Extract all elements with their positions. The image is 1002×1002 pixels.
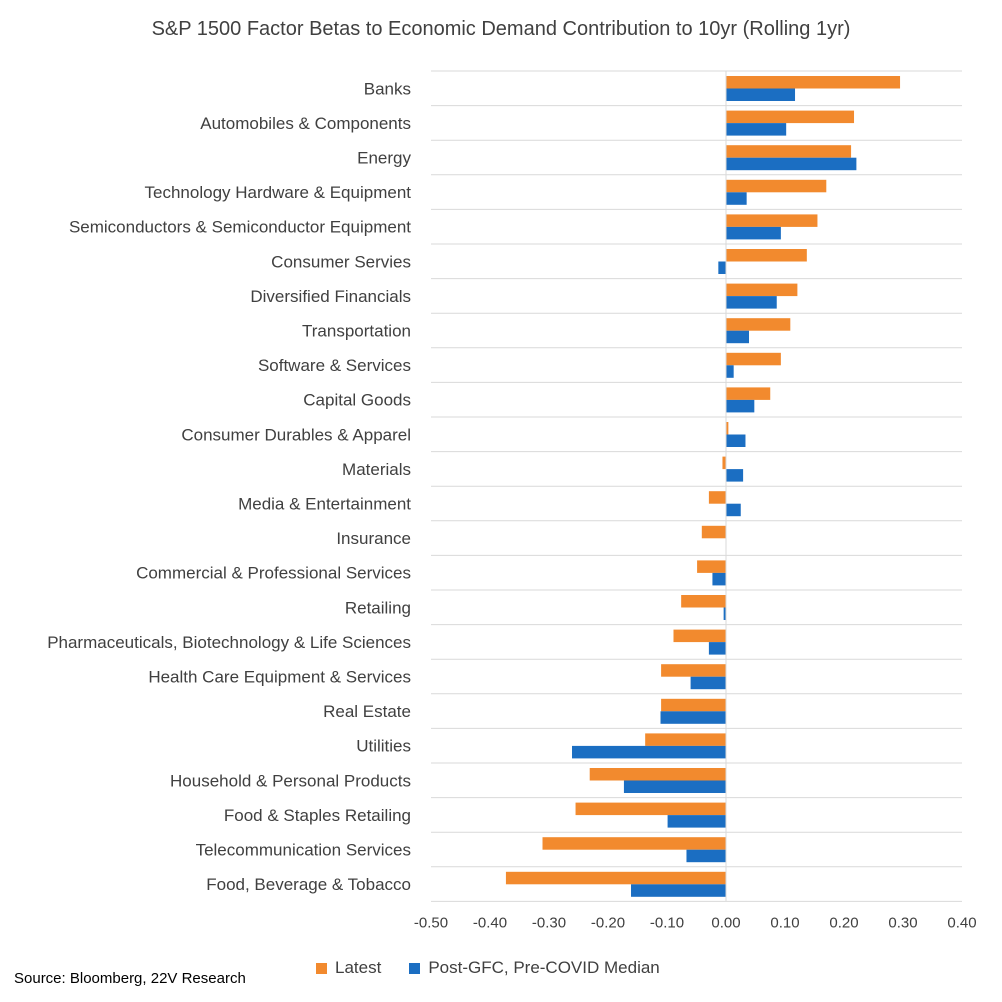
bar-latest-1 — [726, 110, 855, 124]
category-label: Software & Services — [258, 356, 411, 375]
bar-latest-7 — [726, 318, 791, 331]
bar-latest-20 — [589, 768, 726, 781]
legend-swatch-median — [409, 962, 421, 974]
bar-latest-6 — [726, 283, 798, 297]
bar-median-6 — [726, 296, 777, 309]
bar-median-4 — [726, 226, 781, 240]
bar-median-11 — [726, 469, 744, 482]
x-tick-label: 0.40 — [947, 914, 976, 931]
category-label: Energy — [357, 149, 411, 168]
legend-item-latest: Latest — [316, 958, 381, 978]
category-label: Consumer Durables & Apparel — [181, 425, 411, 444]
category-label: Consumer Servies — [271, 252, 411, 271]
category-label: Automobiles & Components — [200, 114, 411, 133]
bar-median-19 — [572, 745, 726, 759]
bar-median-9 — [726, 399, 755, 413]
bar-median-12 — [726, 503, 741, 517]
bar-median-1 — [726, 123, 787, 136]
legend-label-latest: Latest — [335, 958, 382, 977]
bar-latest-0 — [726, 76, 901, 89]
category-label: Retailing — [345, 598, 411, 617]
category-label: Capital Goods — [303, 391, 411, 410]
bar-median-14 — [712, 572, 726, 586]
category-label: Media & Entertainment — [238, 495, 411, 514]
category-label: Semiconductors & Semiconductor Equipment — [69, 218, 411, 237]
x-tick-label: -0.30 — [532, 914, 566, 931]
bar-latest-22 — [542, 837, 726, 850]
category-label: Materials — [342, 460, 411, 479]
bar-latest-17 — [661, 664, 726, 677]
x-tick-label: 0.00 — [711, 914, 740, 931]
x-tick-label: 0.10 — [770, 914, 799, 931]
category-label: Real Estate — [323, 702, 411, 721]
bar-median-16 — [708, 642, 726, 655]
bar-latest-2 — [726, 145, 852, 158]
bar-latest-9 — [726, 387, 771, 400]
bar-median-7 — [726, 330, 750, 344]
bar-latest-10 — [726, 422, 729, 435]
category-label: Household & Personal Products — [170, 771, 411, 790]
bar-latest-23 — [505, 871, 726, 885]
bar-median-20 — [623, 780, 726, 793]
bar-latest-18 — [661, 698, 726, 712]
legend: Latest Post-GFC, Pre-COVID Median — [316, 958, 688, 978]
category-label: Utilities — [356, 737, 411, 756]
bar-latest-13 — [701, 525, 726, 539]
legend-swatch-latest — [316, 962, 327, 974]
source-note: Source: Bloomberg, 22V Research — [14, 970, 246, 987]
bar-median-10 — [726, 434, 746, 447]
category-label: Technology Hardware & Equipment — [145, 183, 412, 202]
bar-latest-8 — [726, 352, 781, 366]
bar-latest-4 — [726, 214, 818, 227]
category-label: Telecommunication Services — [196, 841, 411, 860]
category-label: Transportation — [302, 322, 411, 341]
bar-median-8 — [726, 365, 734, 378]
bar-latest-19 — [645, 733, 726, 746]
x-tick-label: 0.30 — [888, 914, 917, 931]
bar-latest-11 — [722, 456, 726, 470]
bar-median-15 — [723, 607, 726, 620]
bar-median-2 — [726, 157, 857, 171]
x-tick-label: -0.10 — [650, 914, 684, 931]
bar-median-5 — [718, 261, 726, 274]
chart-title: S&P 1500 Factor Betas to Economic Demand… — [151, 18, 851, 40]
category-label: Food, Beverage & Tobacco — [206, 875, 411, 894]
bar-latest-16 — [673, 629, 726, 643]
x-tick-labels: -0.50 -0.40 -0.30 -0.20 -0.10 0.00 0.10 0.20 0.3… — [414, 914, 977, 931]
bars — [505, 76, 901, 897]
category-label: Diversified Financials — [250, 287, 411, 306]
category-label: Commercial & Professional Services — [136, 564, 411, 583]
bar-median-3 — [726, 192, 747, 205]
category-label: Food & Staples Retailing — [224, 806, 411, 825]
x-tick-label: -0.50 — [414, 914, 448, 931]
category-label: Pharmaceuticals, Biotechnology & Life Sc… — [47, 633, 411, 652]
gridlines — [431, 70, 962, 902]
bar-latest-14 — [697, 560, 726, 573]
bar-latest-5 — [726, 249, 807, 262]
bar-median-0 — [726, 88, 796, 101]
legend-label-median: Post-GFC, Pre-COVID Median — [428, 958, 660, 977]
bar-latest-3 — [726, 179, 827, 193]
bar-latest-15 — [681, 595, 726, 608]
bar-median-18 — [660, 711, 726, 724]
category-label: Banks — [364, 79, 411, 98]
category-labels: Banks Automobiles & Components Energy Techn… — [47, 79, 411, 894]
legend-item-median: Post-GFC, Pre-COVID Median — [409, 958, 660, 978]
x-tick-label: 0.20 — [829, 914, 858, 931]
category-label: Insurance — [336, 529, 411, 548]
x-tick-label: -0.20 — [591, 914, 625, 931]
bar-latest-21 — [575, 802, 726, 816]
category-label: Health Care Equipment & Services — [148, 668, 411, 687]
bar-median-22 — [686, 849, 726, 863]
bar-median-23 — [631, 884, 726, 897]
x-tick-label: -0.40 — [473, 914, 507, 931]
bar-median-21 — [667, 815, 726, 828]
bar-median-17 — [690, 676, 726, 690]
bar-latest-12 — [708, 491, 726, 504]
